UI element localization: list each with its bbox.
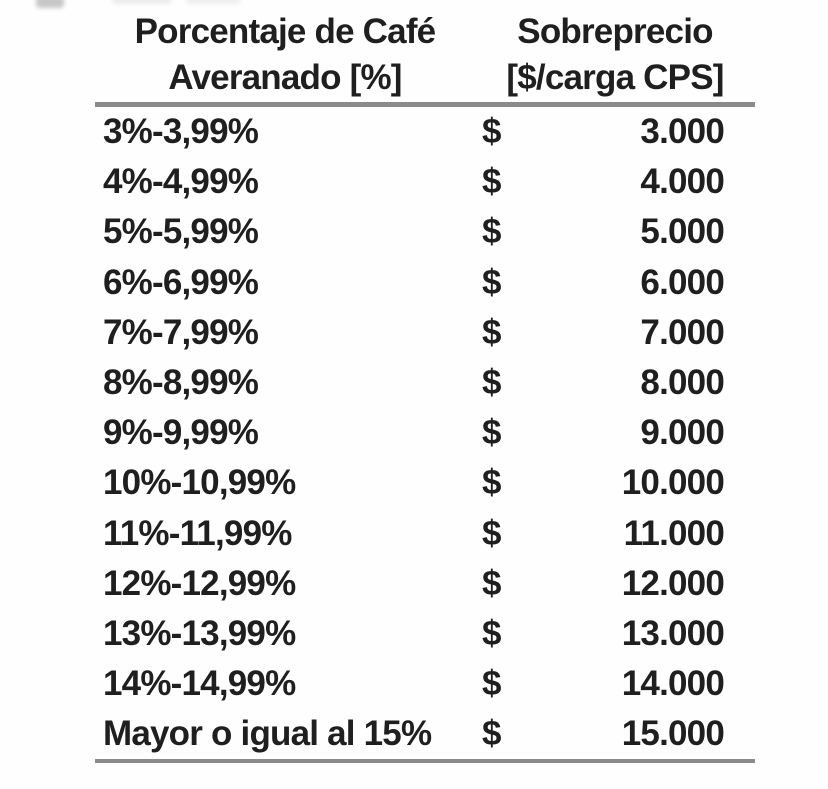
- currency-symbol-cell: $: [482, 162, 501, 202]
- currency-symbol-cell: $: [482, 513, 501, 553]
- table-row: 14%-14,99% $ 14.000: [95, 659, 755, 709]
- column-header-line: Sobreprecio: [517, 12, 713, 51]
- currency-symbol-cell: $: [482, 363, 501, 403]
- percentage-range-cell: 13%-13,99%: [103, 613, 296, 653]
- table-row: 7%-7,99% $ 7.000: [95, 308, 755, 358]
- cropped-text-artifact: [112, 0, 172, 4]
- percentage-range-cell: 9%-9,99%: [103, 413, 259, 453]
- percentage-range-cell: 11%-11,99%: [103, 513, 292, 553]
- table-row: 11%-11,99% $ 11.000: [95, 509, 755, 559]
- surcharge-value-cell: 10.000: [621, 463, 725, 503]
- column-header-line: Averanado [%]: [168, 58, 402, 97]
- percentage-range-cell: 3%-3,99%: [103, 112, 259, 152]
- table-row: 8%-8,99% $ 8.000: [95, 358, 755, 408]
- percentage-range-cell: 5%-5,99%: [103, 212, 259, 252]
- surcharge-value-cell: 15.000: [621, 714, 725, 754]
- percentage-range-cell: 4%-4,99%: [103, 162, 259, 202]
- percentage-range-cell: 6%-6,99%: [103, 262, 259, 302]
- percentage-range-cell: 14%-14,99%: [103, 664, 296, 704]
- column-header-line: Porcentaje de Café: [134, 12, 437, 51]
- surcharge-value-cell: 7.000: [640, 312, 724, 352]
- currency-symbol-cell: $: [482, 112, 501, 152]
- percentage-range-cell: 10%-10,99%: [103, 463, 296, 503]
- table-row: 13%-13,99% $ 13.000: [95, 609, 755, 659]
- currency-symbol-cell: $: [482, 563, 501, 603]
- surcharge-value-cell: 14.000: [621, 664, 725, 704]
- currency-symbol-cell: $: [482, 613, 501, 653]
- table-row: 4%-4,99% $ 4.000: [95, 157, 755, 207]
- header-divider-line: [95, 102, 755, 107]
- currency-symbol-cell: $: [482, 312, 501, 352]
- percentage-range-cell: 8%-8,99%: [103, 363, 259, 403]
- currency-symbol-cell: $: [482, 664, 501, 704]
- surcharge-value-cell: 3.000: [640, 112, 724, 152]
- table-row: Mayor o igual al 15% $ 15.000: [95, 709, 755, 759]
- column-header-percentage: Porcentaje de Café Averanado [%]: [95, 9, 475, 101]
- currency-symbol-cell: $: [482, 262, 501, 302]
- table-row: 6%-6,99% $ 6.000: [95, 258, 755, 308]
- currency-symbol-cell: $: [482, 463, 501, 503]
- percentage-range-cell: 7%-7,99%: [103, 312, 259, 352]
- surcharge-value-cell: 6.000: [640, 262, 724, 302]
- premium-table: Porcentaje de Café Averanado [%] Sobrepr…: [95, 6, 755, 764]
- table-row: 12%-12,99% $ 12.000: [95, 559, 755, 609]
- table-row: 3%-3,99% $ 3.000: [95, 107, 755, 157]
- column-header-surcharge: Sobreprecio [$/carga CPS]: [475, 9, 755, 101]
- currency-symbol-cell: $: [482, 714, 501, 754]
- cropped-text-artifact: [186, 0, 241, 4]
- currency-symbol-cell: $: [482, 413, 501, 453]
- surcharge-value-cell: 11.000: [623, 513, 725, 553]
- currency-symbol-cell: $: [482, 212, 501, 252]
- surcharge-value-cell: 4.000: [640, 162, 724, 202]
- percentage-range-cell: 12%-12,99%: [103, 563, 296, 603]
- table-row: 9%-9,99% $ 9.000: [95, 408, 755, 458]
- surcharge-value-cell: 12.000: [621, 563, 725, 603]
- column-header-line: [$/carga CPS]: [506, 58, 724, 97]
- table-body: 3%-3,99% $ 3.000 4%-4,99% $ 4.000 5%-5,9…: [95, 107, 755, 759]
- cropped-text-artifact: [36, 0, 64, 8]
- surcharge-value-cell: 8.000: [640, 363, 724, 403]
- percentage-range-cell: Mayor o igual al 15%: [103, 714, 432, 754]
- table-header-row: Porcentaje de Café Averanado [%] Sobrepr…: [95, 6, 755, 101]
- surcharge-value-cell: 13.000: [621, 613, 725, 653]
- surcharge-value-cell: 9.000: [640, 413, 724, 453]
- table-row: 5%-5,99% $ 5.000: [95, 207, 755, 257]
- table-bottom-line: [95, 759, 755, 764]
- table-row: 10%-10,99% $ 10.000: [95, 458, 755, 508]
- surcharge-value-cell: 5.000: [640, 212, 724, 252]
